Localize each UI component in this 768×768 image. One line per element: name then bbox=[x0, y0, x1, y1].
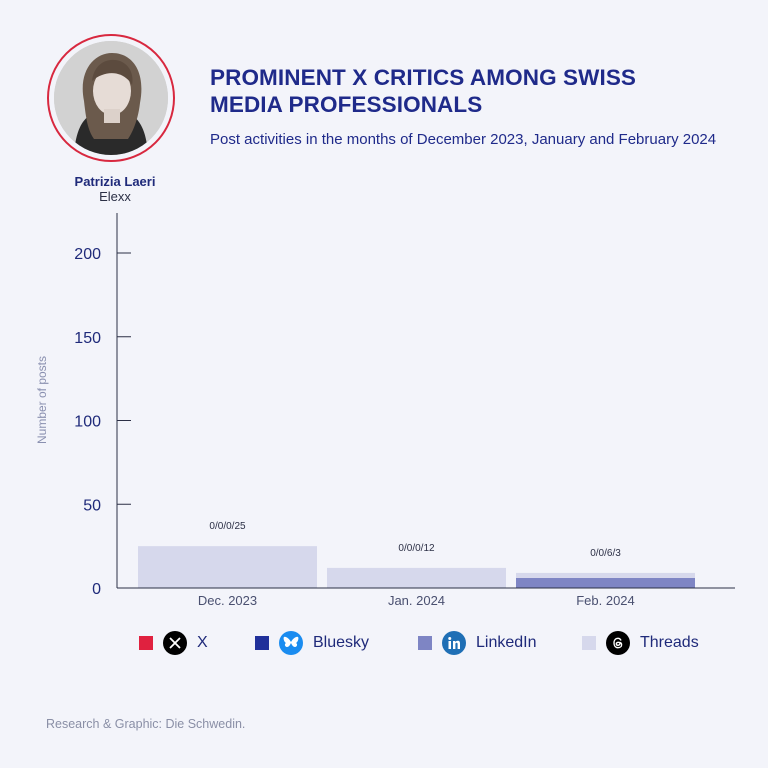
linkedin-logo-icon bbox=[442, 631, 466, 655]
bluesky-butterfly-icon bbox=[279, 631, 303, 655]
data-label: 0/0/0/12 bbox=[398, 543, 435, 554]
y-tick-label: 200 bbox=[74, 246, 101, 263]
legend-swatch-linkedin bbox=[418, 636, 432, 650]
data-label: 0/0/6/3 bbox=[590, 548, 621, 559]
x-logo-icon bbox=[163, 631, 187, 655]
y-axis: 0 50 100 150 200 bbox=[74, 213, 131, 598]
avatar bbox=[54, 41, 168, 155]
x-tick-label: Dec. 2023 bbox=[198, 593, 257, 608]
portrait-image bbox=[54, 41, 168, 155]
x-axis: Dec. 2023 Jan. 2024 Feb. 2024 bbox=[117, 587, 735, 608]
y-axis-label: Number of posts bbox=[35, 356, 49, 444]
legend-item-x: X bbox=[139, 630, 208, 656]
bars-group bbox=[138, 546, 695, 588]
legend-swatch-x bbox=[139, 636, 153, 650]
threads-logo-icon bbox=[606, 631, 630, 655]
bar-threads-1 bbox=[327, 567, 506, 588]
chart-subtitle: Post activities in the months of Decembe… bbox=[210, 131, 717, 148]
x-tick-label: Feb. 2024 bbox=[576, 593, 635, 608]
x-tick-label: Jan. 2024 bbox=[388, 593, 445, 608]
y-tick-label: 150 bbox=[74, 330, 101, 347]
legend-label-bluesky: Bluesky bbox=[313, 634, 370, 651]
legend-swatch-bluesky bbox=[255, 636, 269, 650]
chart-title-line-2: MEDIA PROFESSIONALS bbox=[210, 92, 483, 117]
legend-label-linkedin: LinkedIn bbox=[476, 634, 537, 651]
profile-name: Patrizia Laeri bbox=[74, 174, 156, 189]
legend: X Bluesky LinkedIn Threads bbox=[0, 630, 768, 656]
profile-photo-ring bbox=[47, 34, 175, 162]
footer-credit: Research & Graphic: Die Schwedin. bbox=[46, 717, 246, 731]
chart-title-line-1: PROMINENT X CRITICS AMONG SWISS bbox=[210, 65, 637, 90]
data-labels-group: 0/0/0/25 0/0/0/12 0/0/6/3 bbox=[209, 521, 621, 559]
legend-label-x: X bbox=[197, 634, 208, 651]
legend-item-bluesky: Bluesky bbox=[255, 630, 369, 656]
bar-threads-2 bbox=[516, 572, 695, 578]
legend-swatch-threads bbox=[582, 636, 596, 650]
bar-threads-0 bbox=[138, 546, 317, 588]
profile-organization: Elexx bbox=[99, 189, 131, 204]
legend-item-linkedin: LinkedIn bbox=[418, 630, 537, 656]
chart-title: PROMINENT X CRITICS AMONG SWISS MEDIA PR… bbox=[210, 64, 750, 118]
legend-label-threads: Threads bbox=[640, 634, 699, 651]
data-label: 0/0/0/25 bbox=[209, 521, 246, 532]
y-tick-label: 0 bbox=[92, 581, 101, 598]
bar-linkedin-2 bbox=[516, 577, 695, 588]
y-tick-label: 50 bbox=[83, 497, 101, 514]
legend-item-threads: Threads bbox=[582, 630, 699, 656]
y-tick-label: 100 bbox=[74, 414, 101, 431]
